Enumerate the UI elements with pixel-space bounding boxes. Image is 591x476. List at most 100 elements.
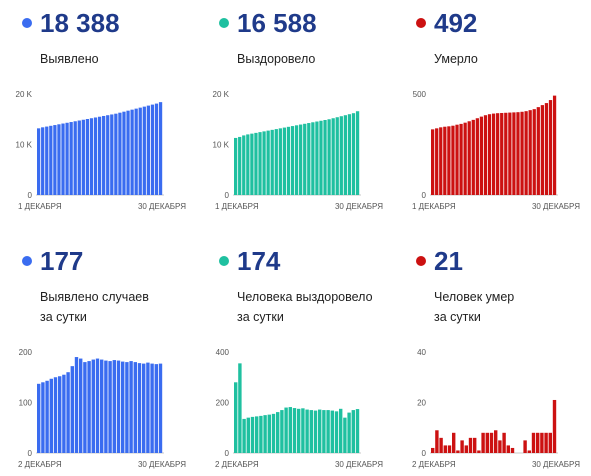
bar — [37, 128, 41, 195]
metric-label: Человека выздоровело — [237, 290, 373, 304]
bar — [303, 123, 307, 195]
bar — [435, 430, 439, 453]
y-tick-label: 500 — [413, 90, 427, 99]
bar — [481, 432, 485, 453]
bar — [255, 416, 259, 453]
bar — [536, 107, 540, 195]
bar — [524, 111, 528, 195]
deaths-total-panel: 492 Умерло 0 500 1 ДЕКАБРЯ 30 ДЕКАБРЯ — [394, 0, 591, 238]
bar — [130, 109, 134, 195]
bar — [150, 104, 155, 195]
bar — [238, 363, 242, 453]
bar — [65, 122, 69, 195]
bar — [431, 447, 435, 453]
bar — [552, 95, 557, 195]
legend-dot — [219, 256, 229, 266]
bar — [544, 103, 549, 195]
bar — [502, 432, 506, 453]
bar — [459, 123, 463, 195]
bar — [334, 411, 339, 453]
bar — [528, 110, 532, 195]
bar — [282, 127, 287, 195]
bar — [351, 410, 355, 453]
bar — [510, 447, 515, 453]
headline-value: 174 — [237, 246, 281, 276]
bar — [87, 361, 91, 453]
recovered-total-panel: 16 588 Выздоровело 0 10 K 20 K 1 ДЕКАБРЯ 30 ДЕ… — [197, 0, 394, 238]
bar — [108, 361, 112, 453]
y-tick-label: 400 — [216, 348, 230, 357]
bar — [483, 115, 488, 195]
bar — [452, 432, 456, 453]
bar — [544, 432, 548, 453]
bar-chart: 0 20 40 2 ДЕКАБРЯ 30 ДЕКАБРЯ — [412, 348, 580, 469]
x-end-label: 30 ДЕКАБРЯ — [532, 460, 580, 469]
bar — [93, 117, 98, 195]
bar — [122, 111, 126, 195]
bar-chart: 0 500 1 ДЕКАБРЯ 30 ДЕКАБРЯ — [412, 90, 580, 211]
bar — [41, 382, 45, 453]
bar — [473, 437, 477, 453]
bar — [516, 112, 520, 195]
bar — [134, 108, 138, 195]
bar — [250, 416, 255, 453]
bar — [330, 410, 334, 453]
bar — [121, 361, 125, 453]
x-end-label: 30 ДЕКАБРЯ — [532, 202, 580, 211]
x-end-label: 30 ДЕКАБРЯ — [335, 460, 383, 469]
bar — [431, 129, 435, 195]
bar — [548, 100, 553, 195]
bar — [527, 450, 531, 453]
bar — [322, 410, 326, 453]
bar — [343, 115, 347, 195]
bar — [467, 121, 471, 195]
bar-chart: 0 10 K 20 K 1 ДЕКАБРЯ 30 ДЕКАБРЯ — [16, 90, 187, 211]
bar — [154, 364, 158, 453]
bar — [158, 363, 163, 453]
bar — [74, 357, 79, 453]
bar — [520, 111, 524, 195]
bar — [335, 117, 339, 195]
bar — [313, 410, 318, 453]
bar — [274, 129, 278, 195]
bar — [77, 120, 81, 195]
bar — [508, 112, 512, 195]
y-tick-label: 200 — [216, 399, 230, 408]
bar — [83, 362, 87, 453]
bar — [512, 112, 516, 195]
bar — [489, 432, 494, 453]
metric-label: за сутки — [40, 310, 87, 324]
bar — [62, 374, 66, 453]
bar — [154, 103, 159, 195]
bar — [504, 112, 508, 195]
bar — [142, 106, 146, 196]
bar — [234, 382, 238, 453]
bar — [292, 408, 297, 453]
y-tick-label: 100 — [19, 399, 33, 408]
bar — [53, 125, 57, 195]
bar — [100, 359, 104, 453]
bar — [443, 126, 447, 195]
bar — [288, 407, 292, 453]
x-start-label: 2 ДЕКАБРЯ — [18, 460, 62, 469]
bar — [443, 445, 447, 453]
bar — [301, 408, 305, 453]
bar — [102, 115, 106, 195]
bar — [290, 126, 295, 195]
bar — [85, 119, 90, 195]
bar — [45, 126, 49, 195]
bar — [91, 359, 95, 453]
bar — [460, 440, 464, 454]
headline-value: 21 — [434, 246, 463, 276]
bar — [146, 105, 150, 195]
y-tick-label: 20 K — [213, 90, 230, 99]
bar — [66, 372, 70, 453]
bar — [262, 131, 266, 195]
bar — [69, 122, 73, 195]
metric-label: за сутки — [434, 310, 481, 324]
bar — [53, 377, 58, 453]
bar — [242, 135, 246, 195]
x-end-label: 30 ДЕКАБРЯ — [335, 202, 383, 211]
bar — [258, 132, 262, 195]
y-tick-label: 0 — [225, 449, 230, 458]
